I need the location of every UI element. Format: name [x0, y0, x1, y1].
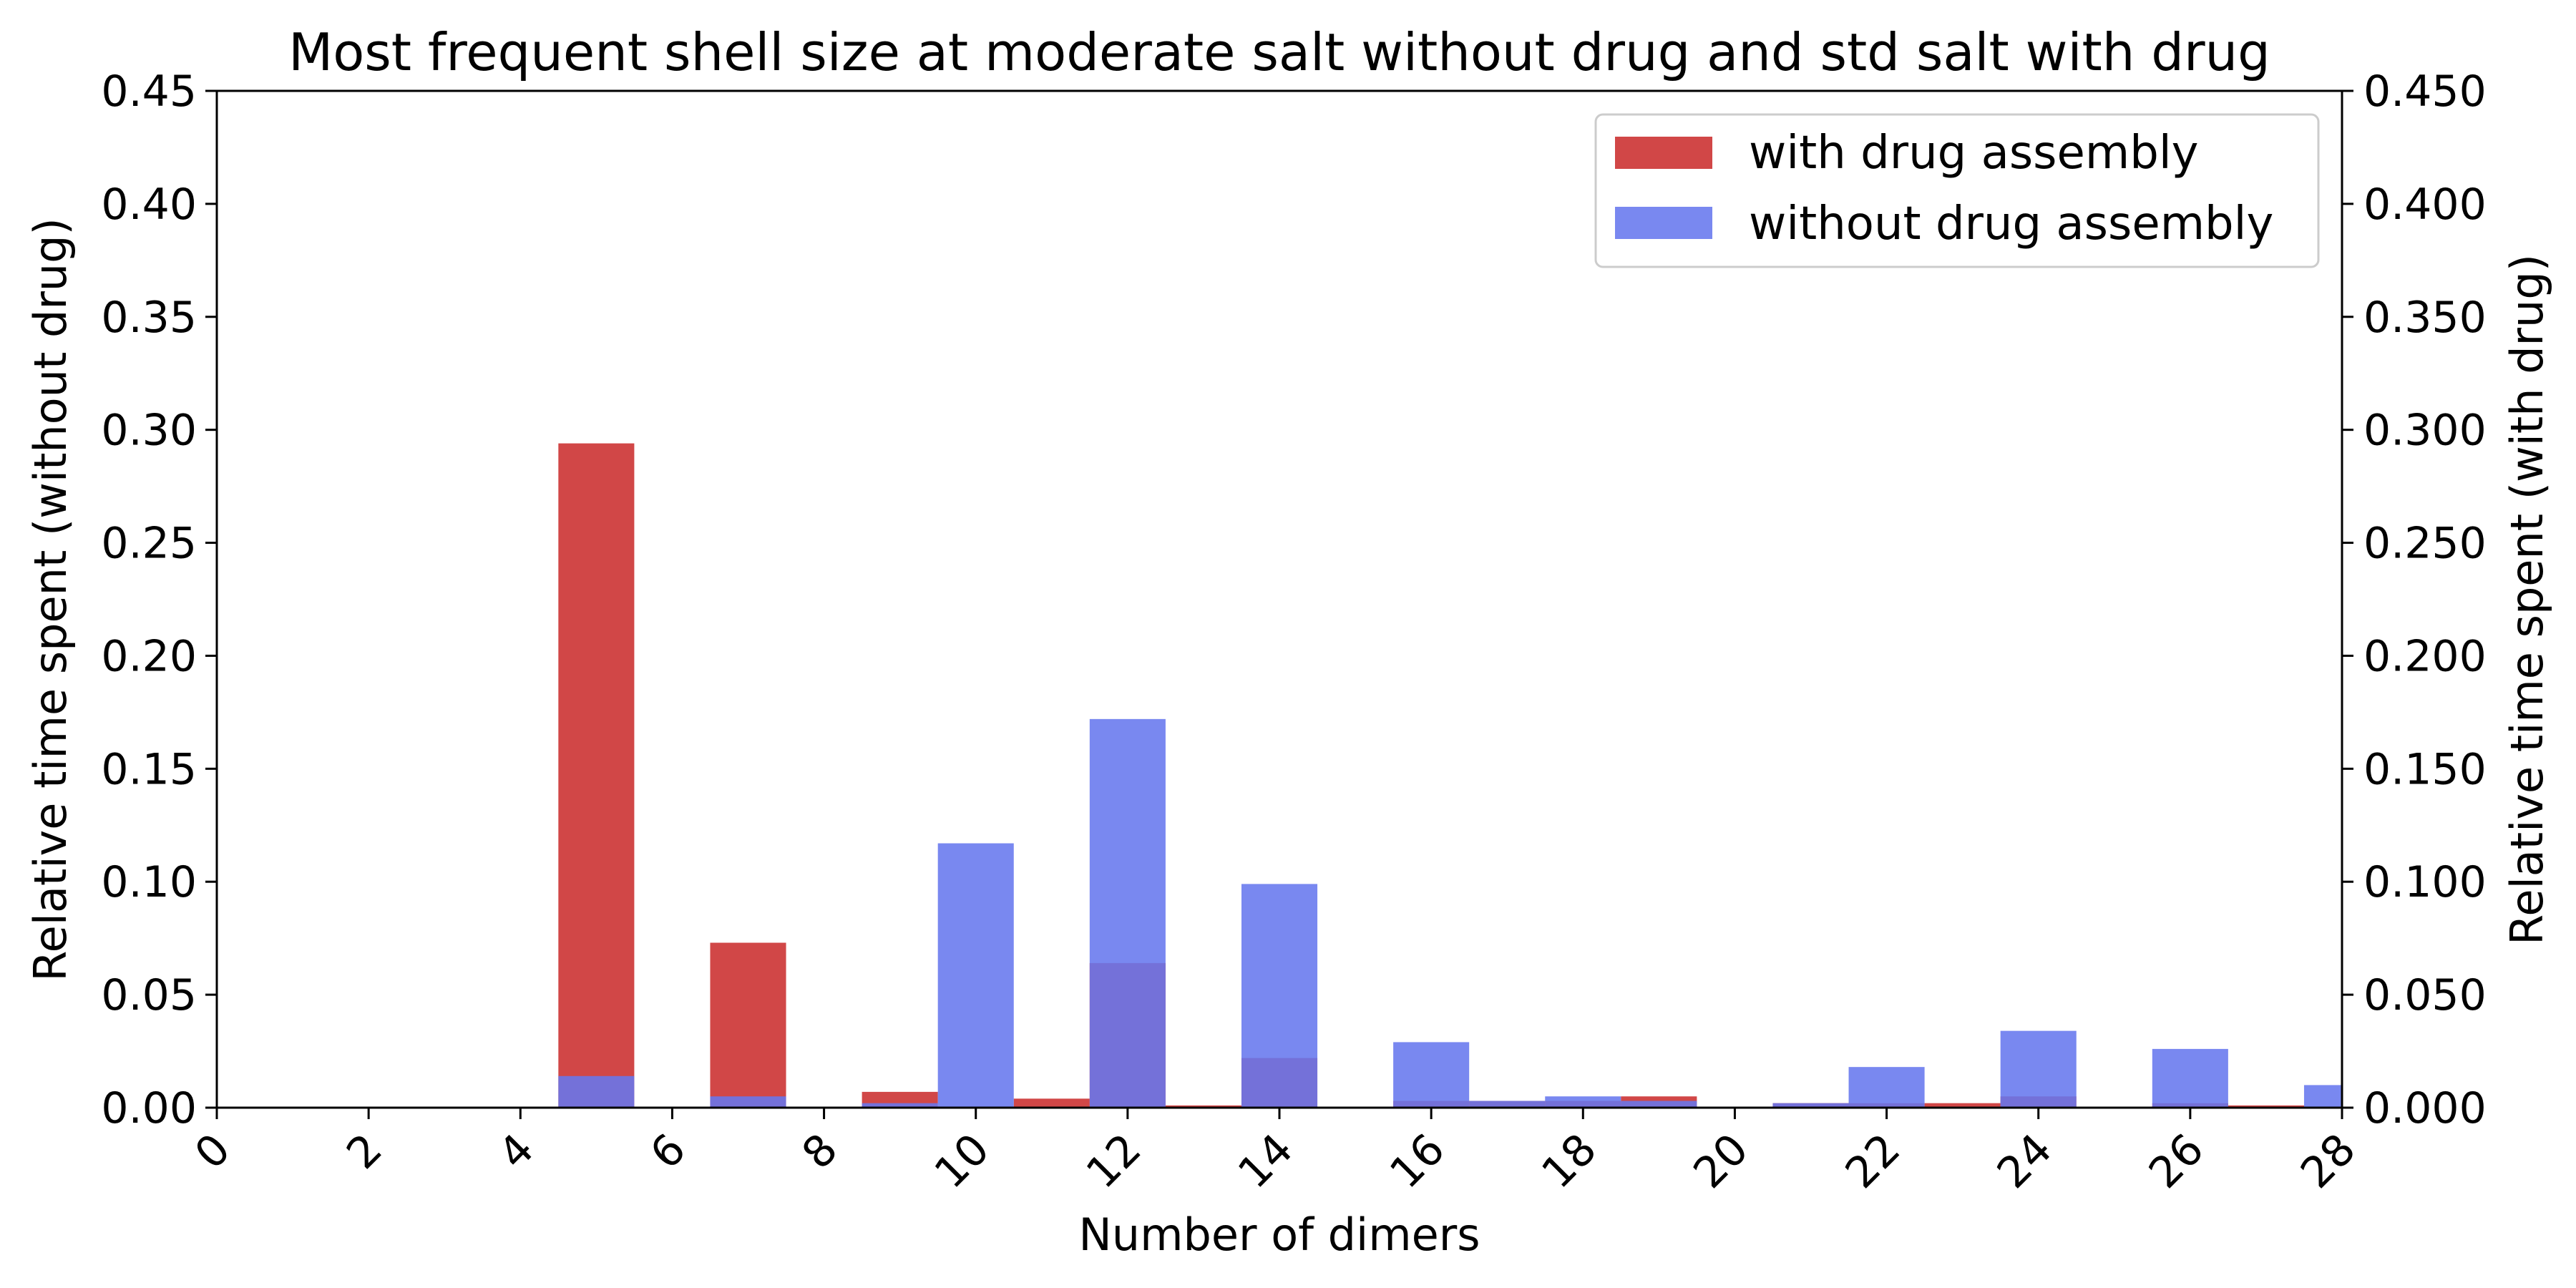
x-tick-label: 20	[1684, 1124, 1758, 1198]
legend-label-with-drug: with drug assembly	[1749, 127, 2199, 180]
y-tick-label-left: 0.45	[101, 67, 197, 117]
bar-without-drug-21	[1772, 1103, 1849, 1108]
y-tick-label-left: 0.10	[101, 857, 197, 907]
bar-without-drug-14	[1241, 884, 1318, 1108]
y-tick-label-right: 0.200	[2363, 631, 2487, 681]
legend-label-without-drug: without drug assembly	[1749, 197, 2273, 250]
x-tick-label: 26	[2140, 1124, 2213, 1198]
x-tick-label: 24	[1988, 1124, 2062, 1198]
y-tick-label-left: 0.05	[101, 970, 197, 1020]
x-tick-label: 22	[1836, 1124, 1910, 1198]
y-tick-label-right: 0.450	[2363, 67, 2487, 117]
bar-without-drug-5	[558, 1075, 635, 1108]
bars-layer	[558, 443, 2342, 1108]
bar-without-drug-24	[2000, 1030, 2077, 1108]
y-axis-right: 0.000 0.050 0.100 0.150 0.200 0.250 0.300 0.350…	[2342, 67, 2487, 1133]
y-tick-label-left: 0.20	[101, 631, 197, 681]
y-tick-label-left: 0.15	[101, 744, 197, 794]
x-tick-label: 14	[1229, 1124, 1302, 1198]
bar-with-drug-7	[710, 942, 786, 1108]
x-tick-label: 2	[337, 1124, 392, 1179]
bar-without-drug-9	[862, 1103, 938, 1108]
x-tick-label: 16	[1380, 1124, 1454, 1198]
y-tick-label-right: 0.050	[2363, 970, 2487, 1020]
bar-without-drug-28	[2303, 1085, 2342, 1108]
y-tick-label-right: 0.250	[2363, 519, 2487, 569]
y-tick-label-left: 0.25	[101, 519, 197, 569]
bar-without-drug-16	[1393, 1042, 1470, 1108]
y-tick-label-left: 0.00	[101, 1083, 197, 1133]
bar-with-drug-13	[1165, 1105, 1241, 1108]
chart-title: Most frequent shell size at moderate sal…	[288, 22, 2270, 82]
y-tick-label-left: 0.35	[101, 293, 197, 343]
y-axis-left: 0.00 0.05 0.10 0.15 0.20 0.25 0.30 0.35 0.40 0.45	[101, 67, 217, 1133]
x-tick-label: 10	[925, 1124, 999, 1198]
bar-without-drug-12	[1089, 718, 1166, 1108]
x-axis: 0 2 4 6 8 10 12 14 16 18 20 22 24 26 28	[185, 1108, 2366, 1199]
x-axis-label: Number of dimers	[1078, 1209, 1480, 1261]
y-tick-label-left: 0.40	[101, 180, 197, 230]
legend: with drug assembly without drug assembly	[1594, 113, 2320, 268]
x-tick-label: 28	[2291, 1124, 2365, 1198]
y-tick-label-left: 0.30	[101, 406, 197, 456]
y-axis-label-left: Relative time spent (without drug)	[24, 218, 77, 981]
y-tick-label-right: 0.000	[2363, 1083, 2487, 1133]
x-tick-label: 4	[489, 1124, 544, 1179]
bar-without-drug-10	[937, 843, 1014, 1108]
bar-with-drug-27	[2228, 1105, 2304, 1108]
x-tick-label: 8	[793, 1124, 848, 1179]
legend-swatch-without-drug	[1615, 207, 1712, 239]
legend-swatch-with-drug	[1615, 137, 1712, 169]
x-tick-label: 18	[1532, 1124, 1606, 1198]
y-tick-label-right: 0.150	[2363, 744, 2487, 794]
y-axis-label-right: Relative time spent (with drug)	[2501, 254, 2553, 945]
bar-without-drug-18	[1545, 1096, 1621, 1108]
x-tick-label: 12	[1077, 1124, 1151, 1198]
x-tick-label: 6	[641, 1124, 696, 1179]
legend-box	[1594, 113, 2320, 268]
bar-with-drug-11	[1013, 1098, 1090, 1108]
y-tick-label-right: 0.300	[2363, 406, 2487, 456]
bar-without-drug-19	[1621, 1101, 1697, 1108]
y-tick-label-right: 0.100	[2363, 857, 2487, 907]
bar-without-drug-17	[1469, 1101, 1546, 1108]
bar-without-drug-26	[2152, 1048, 2228, 1108]
bar-with-drug-23	[1924, 1103, 2001, 1108]
y-tick-label-right: 0.350	[2363, 293, 2487, 343]
bar-with-drug-5	[558, 443, 635, 1108]
bar-without-drug-7	[710, 1096, 786, 1108]
y-tick-label-right: 0.400	[2363, 180, 2487, 230]
bar-without-drug-22	[1848, 1067, 1925, 1108]
